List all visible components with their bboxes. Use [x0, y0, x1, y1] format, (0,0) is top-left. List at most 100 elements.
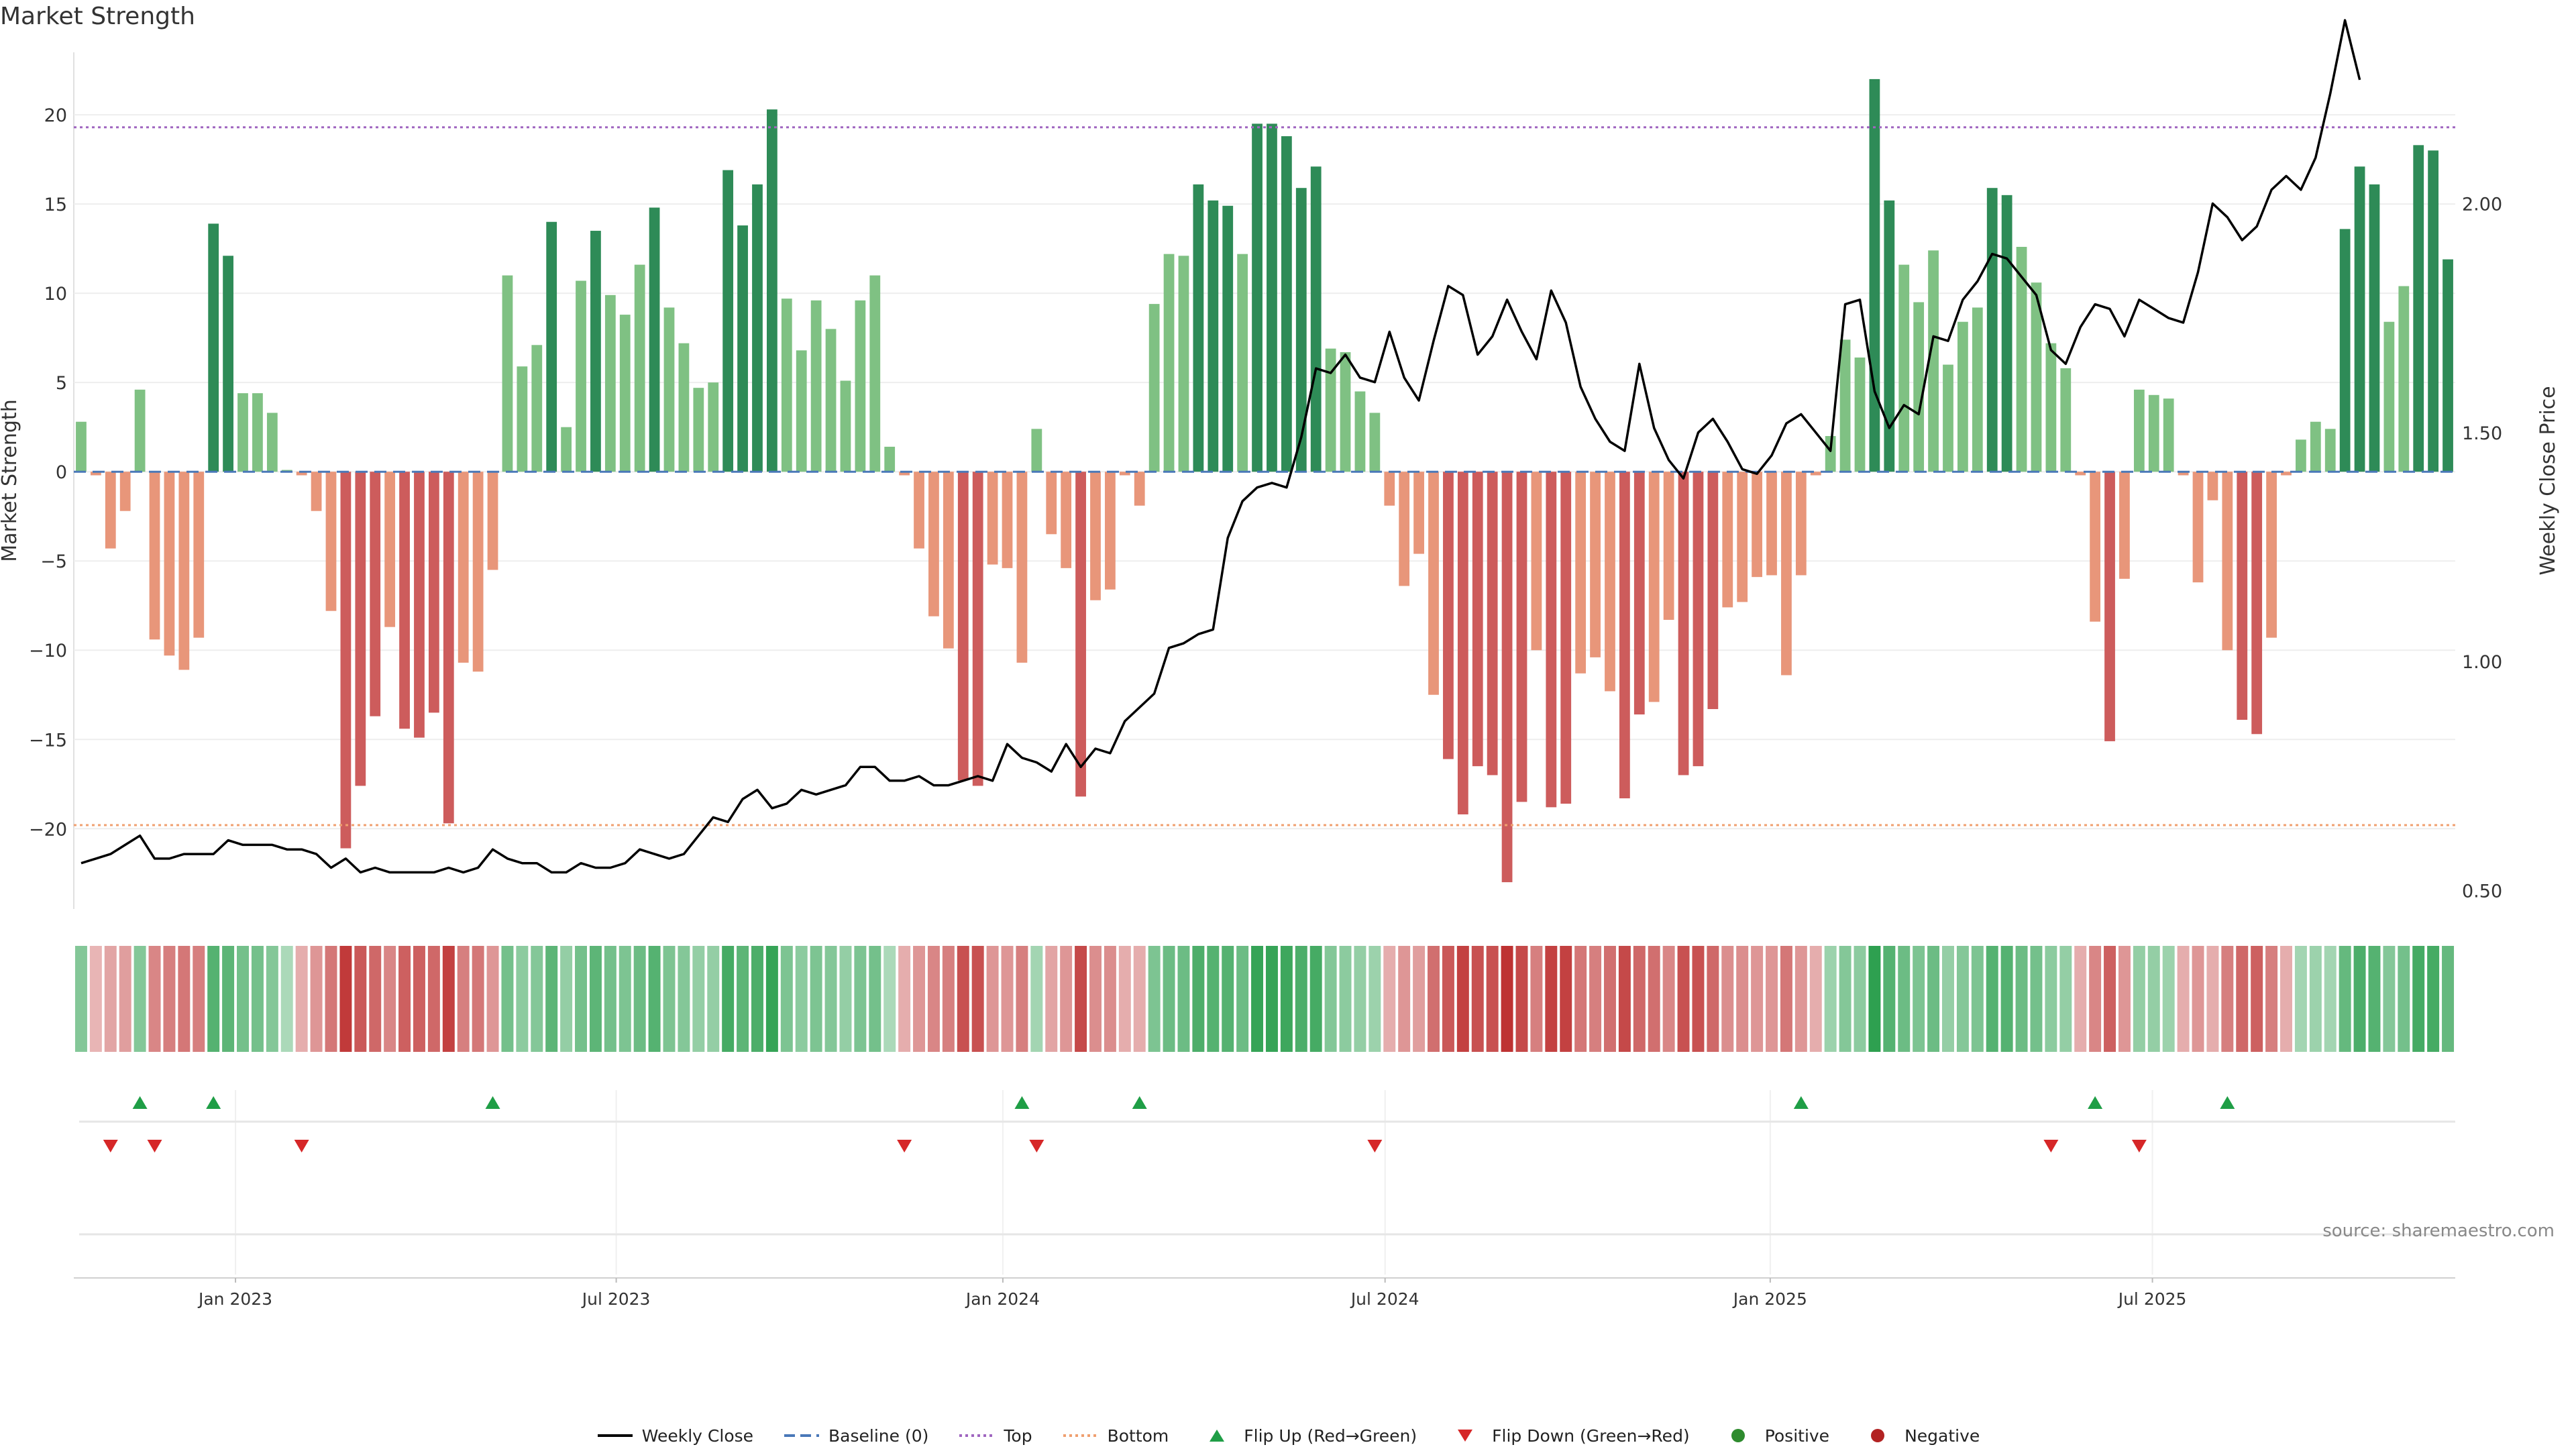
- heat-cell: [266, 946, 278, 1052]
- heat-cell: [2147, 946, 2160, 1052]
- heat-cell: [1428, 946, 1440, 1052]
- heat-cell: [810, 946, 822, 1052]
- heat-cell: [2412, 946, 2425, 1052]
- heat-cell: [1148, 946, 1161, 1052]
- y-tick-label: 5: [56, 373, 67, 394]
- legend-item-positive: Positive: [1719, 1426, 1829, 1446]
- y-tick-label: 15: [44, 195, 67, 215]
- strength-bar: [634, 264, 645, 472]
- legend-marker-positive: [1731, 1429, 1745, 1442]
- strength-bar: [1472, 472, 1483, 767]
- strength-bar: [914, 472, 924, 549]
- heat-cell: [2280, 946, 2292, 1052]
- heat-cell: [913, 946, 926, 1052]
- strength-bar: [458, 472, 469, 663]
- strength-bar: [1531, 472, 1542, 651]
- legend-swatch-weekly-close: [597, 1434, 633, 1437]
- heat-cell: [765, 946, 778, 1052]
- heat-cell: [1207, 946, 1220, 1052]
- strength-bar: [237, 393, 248, 472]
- strength-bar: [1384, 472, 1395, 506]
- heat-cell: [178, 946, 191, 1052]
- legend-label: Baseline (0): [828, 1426, 929, 1446]
- heat-cell: [633, 946, 646, 1052]
- strength-bar: [1516, 472, 1527, 802]
- strength-bar: [2148, 394, 2159, 472]
- strength-bar: [1443, 472, 1454, 759]
- heat-cell: [1295, 946, 1307, 1052]
- strength-bar: [1340, 352, 1351, 472]
- strength-bar: [2310, 421, 2321, 472]
- y2-tick-label: 1.00: [2462, 652, 2502, 673]
- strength-bar: [2237, 472, 2248, 720]
- heat-cell: [2162, 946, 2175, 1052]
- heat-cell: [1442, 946, 1454, 1052]
- heat-cell: [1618, 946, 1631, 1052]
- strength-bar: [2133, 389, 2145, 472]
- heat-cell: [707, 946, 720, 1052]
- heat-cell: [486, 946, 499, 1052]
- heat-cell: [869, 946, 881, 1052]
- heat-cell: [472, 946, 484, 1052]
- heat-cell: [1118, 946, 1131, 1052]
- heat-cell: [2294, 946, 2307, 1052]
- strength-bar: [193, 472, 205, 638]
- heat-cell: [1309, 946, 1322, 1052]
- strength-bar: [1148, 304, 1160, 472]
- strength-bar: [1413, 472, 1424, 554]
- strength-bar: [752, 184, 763, 472]
- heat-cell: [501, 946, 514, 1052]
- heat-cell: [883, 946, 896, 1052]
- heat-cell: [2368, 946, 2381, 1052]
- strength-bar: [2119, 472, 2130, 579]
- strength-bar: [1546, 472, 1557, 808]
- heat-cell: [986, 946, 999, 1052]
- heat-cell: [1956, 946, 1969, 1052]
- heat-cell: [310, 946, 323, 1052]
- strength-bar: [1590, 472, 1601, 657]
- heat-cell: [692, 946, 705, 1052]
- y-tick-label: −15: [29, 730, 67, 751]
- heat-cell: [384, 946, 396, 1052]
- flip-down-marker: [897, 1140, 912, 1152]
- heat-cell: [1001, 946, 1014, 1052]
- heat-cell: [1060, 946, 1073, 1052]
- strength-bar: [119, 472, 131, 511]
- strength-bar: [649, 207, 660, 472]
- strength-bar: [2001, 195, 2012, 472]
- weekly-close-line: [80, 19, 2361, 874]
- heat-cell: [2104, 946, 2116, 1052]
- strength-bar: [884, 446, 896, 472]
- strength-bar: [1046, 472, 1057, 535]
- strength-bar: [399, 472, 410, 729]
- strength-bar: [384, 472, 396, 627]
- strength-bar: [1825, 435, 1836, 472]
- heat-cell: [1971, 946, 1984, 1052]
- heat-cell: [1941, 946, 1954, 1052]
- heat-cell: [1883, 946, 1896, 1052]
- strength-bar: [1281, 136, 1292, 472]
- heat-cell: [971, 946, 984, 1052]
- heat-cell: [369, 946, 382, 1052]
- y-tick-label: 20: [44, 105, 67, 126]
- legend-swatch-bottom: [1063, 1434, 1098, 1437]
- heat-cell: [1927, 946, 1940, 1052]
- legend-label: Negative: [1904, 1426, 1980, 1446]
- strength-bar: [370, 472, 381, 716]
- heat-cell: [1075, 946, 1087, 1052]
- strength-bar: [2398, 286, 2410, 472]
- strength-bar: [1119, 472, 1130, 476]
- strength-bar: [2369, 184, 2380, 472]
- heat-cell: [398, 946, 411, 1052]
- strength-bar: [1619, 472, 1630, 799]
- heat-cell: [1471, 946, 1484, 1052]
- legend-label: Bottom: [1107, 1426, 1169, 1446]
- heat-cell: [942, 946, 955, 1052]
- heat-cell: [2177, 946, 2190, 1052]
- flip-up-marker: [485, 1096, 500, 1109]
- strength-bar: [149, 472, 160, 640]
- heat-cell: [237, 946, 249, 1052]
- flip-up-marker: [1014, 1096, 1030, 1109]
- strength-bar: [2296, 439, 2306, 472]
